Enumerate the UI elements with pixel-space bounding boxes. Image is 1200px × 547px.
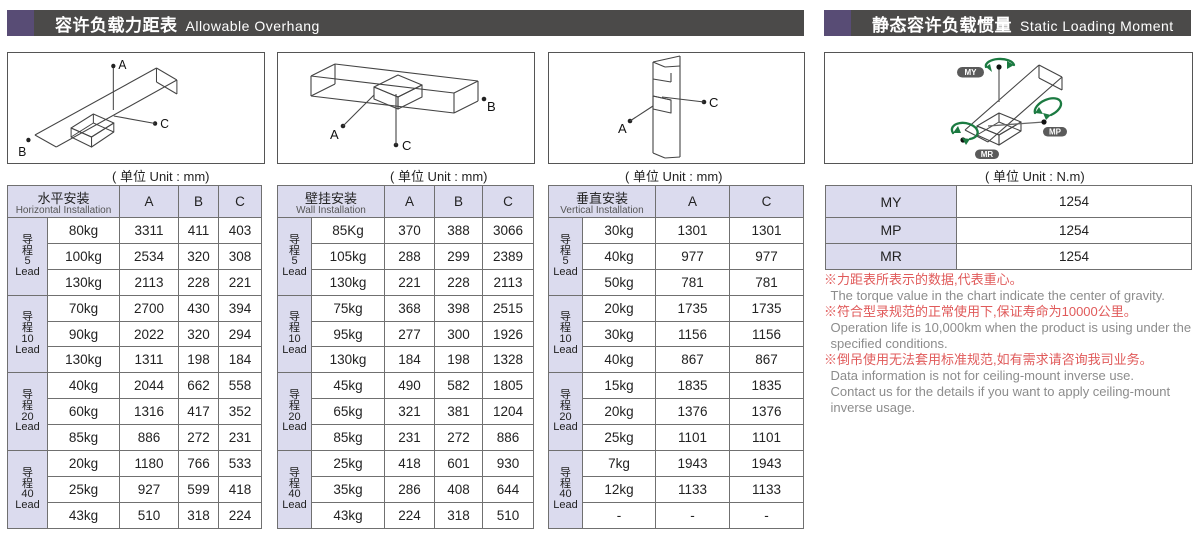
svg-text:A: A [118,58,127,73]
svg-text:MP: MP [1049,128,1062,137]
svg-text:B: B [487,99,496,114]
svg-text:MY: MY [965,68,978,77]
svg-text:C: C [402,138,411,153]
svg-text:MR: MR [981,150,994,159]
svg-text:A: A [330,127,339,142]
svg-text:C: C [709,95,718,110]
svg-text:A: A [618,121,627,136]
svg-text:B: B [18,145,26,160]
svg-text:C: C [160,117,169,132]
